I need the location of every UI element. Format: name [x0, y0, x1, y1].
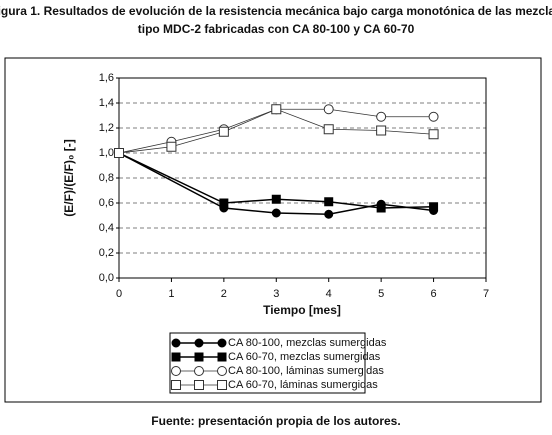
data-point [219, 198, 229, 208]
legend-marker [217, 366, 227, 376]
data-point [271, 194, 281, 204]
data-point [428, 111, 439, 122]
legend-marker [171, 380, 181, 390]
legend-marker [171, 352, 181, 362]
legend-label: CA 60-70, láminas sumergidas [228, 379, 378, 391]
data-point [323, 124, 334, 135]
legend-marker [171, 366, 181, 376]
chart-title: Figura 1. Resultados de evolución de la … [0, 4, 552, 18]
legend-marker [217, 380, 227, 390]
data-point [428, 129, 439, 140]
y-tick-label: 0,6 [99, 197, 114, 209]
x-tick-label: 5 [378, 288, 384, 300]
data-point [376, 111, 387, 122]
data-point [323, 104, 334, 115]
series-line [118, 108, 434, 154]
legend-label: CA 80-100, láminas sumergidas [228, 365, 384, 377]
source-note: Fuente: presentación propia de los autor… [151, 414, 400, 428]
y-tick-label: 1,6 [99, 72, 114, 84]
data-point [271, 104, 282, 115]
legend-marker [194, 338, 204, 348]
x-tick-label: 2 [221, 288, 227, 300]
y-tick-label: 0,8 [99, 172, 114, 184]
y-tick-label: 0,2 [99, 247, 114, 259]
y-tick-label: 0,4 [99, 222, 114, 234]
x-axis-label: Tiempo [mes] [263, 303, 341, 317]
legend-label: CA 60-70, mezclas sumergidas [228, 351, 381, 363]
x-tick-label: 1 [168, 288, 174, 300]
legend-marker [171, 338, 181, 348]
data-point [376, 125, 387, 136]
data-point [324, 197, 334, 207]
x-tick-label: 0 [116, 288, 122, 300]
data-point [271, 208, 281, 218]
y-axis-label: (E/F)/(E/F)₀ [-] [62, 139, 76, 216]
y-tick-label: 1,0 [99, 147, 114, 159]
legend-marker [194, 366, 204, 376]
x-tick-label: 4 [326, 288, 332, 300]
frame [4, 57, 542, 403]
legend-marker [217, 338, 227, 348]
y-tick-label: 1,2 [99, 122, 114, 134]
data-point [376, 203, 386, 213]
plot-area [118, 77, 487, 279]
legend-marker [194, 380, 204, 390]
series-line [118, 152, 434, 216]
legend-label: CA 80-100, mezclas sumergidas [228, 337, 387, 349]
x-tick-label: 6 [431, 288, 437, 300]
data-point [218, 126, 229, 137]
data-point [324, 209, 334, 219]
chart-subtitle: tipo MDC-2 fabricadas con CA 80-100 y CA… [138, 22, 415, 36]
legend-marker [217, 352, 227, 362]
data-point [166, 141, 177, 152]
y-tick-label: 0,0 [99, 272, 114, 284]
series-line [118, 152, 434, 209]
data-point [114, 148, 124, 158]
y-tick-label: 1,4 [99, 97, 114, 109]
x-tick-label: 3 [273, 288, 279, 300]
data-point [429, 202, 439, 212]
legend-marker [194, 352, 204, 362]
x-tick-label: 7 [483, 288, 489, 300]
